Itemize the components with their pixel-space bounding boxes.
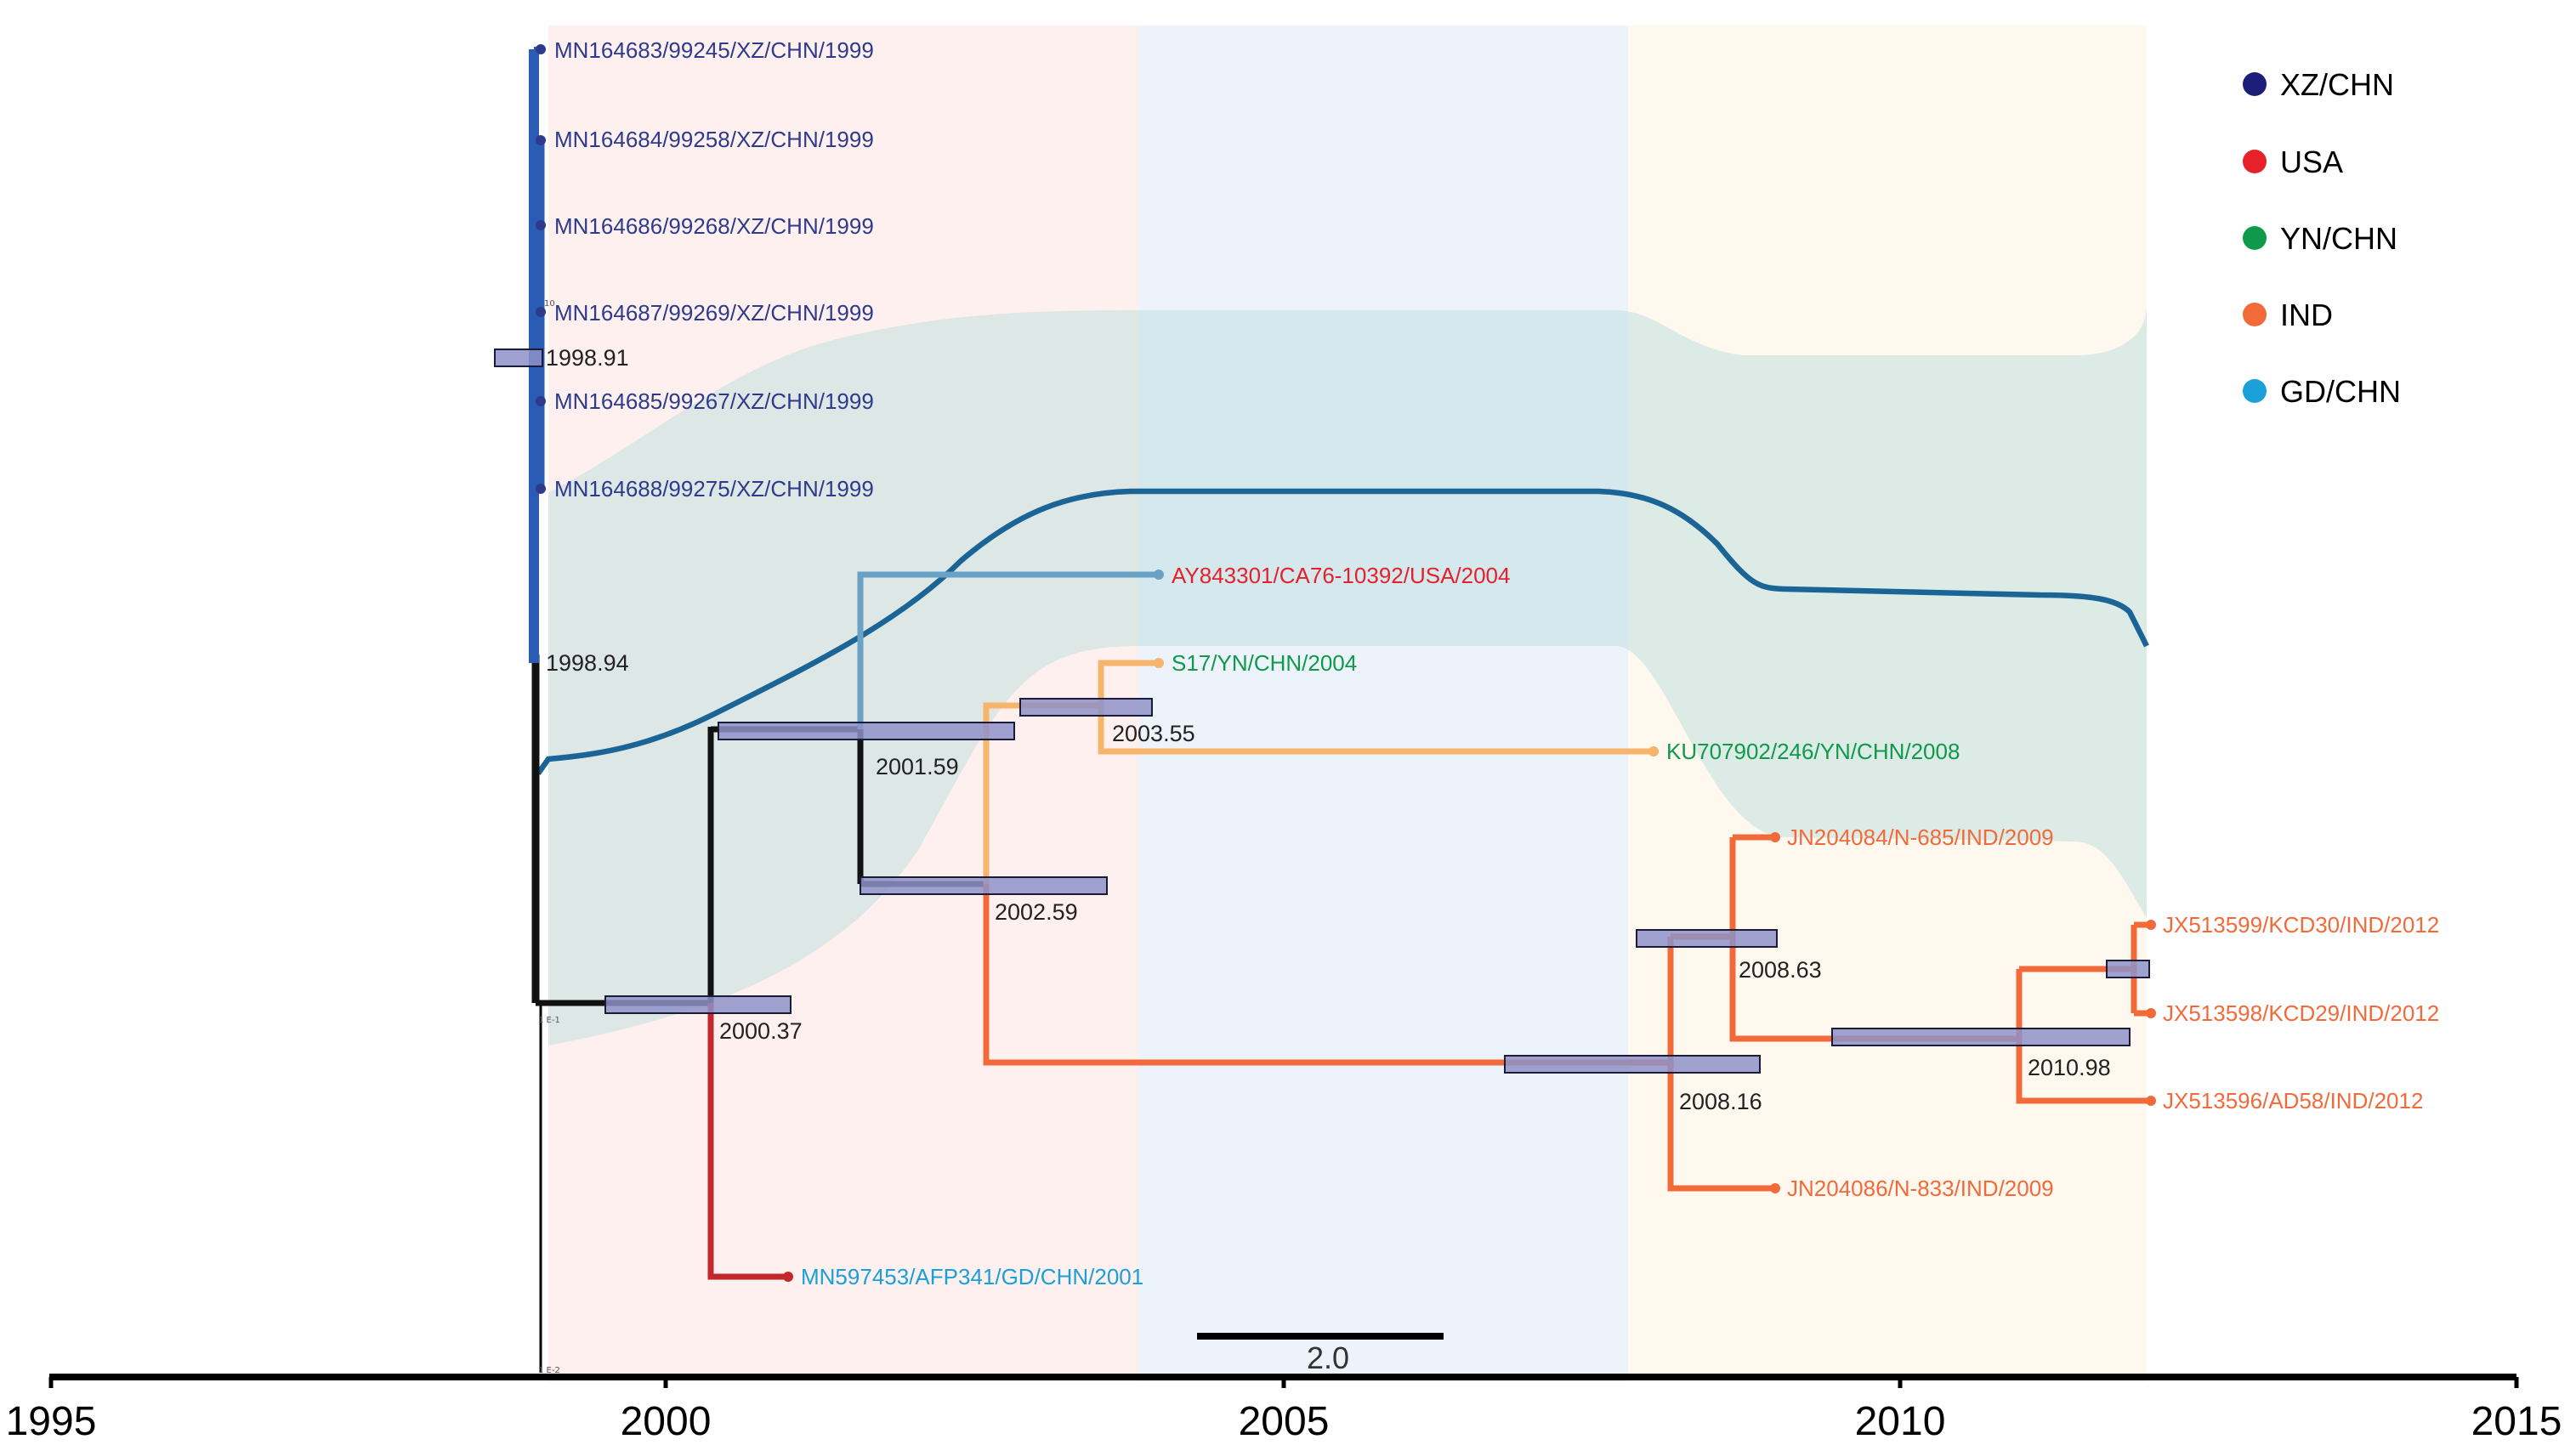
- tip-label-xz5: MN164685/99267/XZ/CHN/1999: [554, 388, 874, 414]
- tip-label-usa: AY843301/CA76-10392/USA/2004: [1172, 563, 1510, 588]
- tiny-label-10: 10: [544, 299, 555, 309]
- hpd-bar-2000-a: [718, 722, 1015, 740]
- tip-label-ind3: JX513598/KCD29/IND/2012: [2163, 1000, 2439, 1026]
- tip-label-yn2: KU707902/246/YN/CHN/2008: [1666, 739, 1960, 764]
- time-axis-ticks: [48, 1377, 2519, 1388]
- node-hpd-bars: [494, 348, 2150, 1074]
- legend-dot-xz: [2243, 72, 2267, 96]
- tip-label-gd: MN597453/AFP341/GD/CHN/2001: [801, 1264, 1143, 1289]
- node-label-1998-94: 1998.94: [546, 650, 629, 676]
- branch-ind-2010-98: [2016, 969, 2151, 1104]
- scale-bar-label: 2.0: [1307, 1340, 1349, 1375]
- legend-dot-yn: [2243, 226, 2267, 250]
- axis-tick-label-1995: 1995: [6, 1399, 97, 1444]
- hpd-bar-1998-91: [494, 348, 543, 367]
- node-label-2003-55: 2003.55: [1112, 721, 1195, 746]
- node-label-2010-98: 2010.98: [2028, 1055, 2111, 1080]
- legend-dot-usa: [2243, 150, 2267, 173]
- skyline-confidence-band: [548, 306, 2147, 1148]
- legend-label-usa: USA: [2280, 144, 2343, 179]
- axis-tick-label-2015: 2015: [2471, 1399, 2562, 1444]
- branch-usa: [857, 571, 1156, 729]
- tip-label-ind2: JX513599/KCD30/IND/2012: [2163, 912, 2439, 938]
- legend-dot-gd: [2243, 379, 2267, 403]
- node-label-1998-91: 1998.91: [546, 345, 629, 371]
- legend-label-xz: XZ/CHN: [2280, 67, 2394, 102]
- node-label-2002-59: 2002.59: [995, 899, 1078, 925]
- axis-tick-label-2005: 2005: [1239, 1399, 1330, 1444]
- tip-label-xz2: MN164684/99258/XZ/CHN/1999: [554, 127, 874, 152]
- tip-label-xz4: MN164687/99269/XZ/CHN/1999: [554, 300, 874, 326]
- tip-label-yn1: S17/YN/CHN/2004: [1172, 650, 1357, 676]
- era-band-2008-2012: [1628, 26, 2147, 1381]
- node-label-2008-63: 2008.63: [1739, 957, 1822, 983]
- tip-label-xz1: MN164683/99245/XZ/CHN/1999: [554, 37, 874, 63]
- branch-yn-s17: [1098, 660, 1159, 706]
- tip-label-xz3: MN164686/99268/XZ/CHN/1999: [554, 213, 874, 239]
- branch-ind-2008-16: [1667, 937, 1775, 1192]
- branch-yn-ku: [1098, 706, 1654, 755]
- axis-tick-label-2010: 2010: [1855, 1399, 1946, 1444]
- tip-label-ind1: JN204084/N-685/IND/2009: [1787, 824, 2054, 850]
- time-axis-labels: 1995 2000 2005 2010 2015: [6, 1399, 2562, 1444]
- branch-ind-stem: [983, 884, 1671, 1066]
- node-label-2008-16: 2008.16: [1679, 1089, 1762, 1114]
- hpd-bar-2010-98: [1831, 1028, 2131, 1046]
- tip-label-ind4: JX513596/AD58/IND/2012: [2163, 1088, 2423, 1114]
- era-band-2004-2007: [1139, 26, 1628, 1381]
- tiny-label-1e2: 1 E-2: [538, 1366, 560, 1375]
- branch-gd: [707, 1003, 786, 1280]
- axis-tick-label-2000: 2000: [621, 1399, 712, 1444]
- hpd-bar-2000-37: [604, 995, 792, 1014]
- legend-label-yn: YN/CHN: [2280, 221, 2397, 256]
- hpd-bar-2008-63: [1636, 929, 1778, 948]
- legend-dot-ind: [2243, 303, 2267, 326]
- tip-label-xz6: MN164688/99275/XZ/CHN/1999: [554, 476, 874, 502]
- legend-label-ind: IND: [2280, 298, 2333, 332]
- tip-dots: [536, 44, 2156, 1282]
- node-label-2000-37: 2000.37: [719, 1018, 803, 1044]
- hpd-bar-2012: [2106, 960, 2150, 978]
- node-age-labels: 1998.91 1998.94 2000.37 2001.59 2002.59 …: [546, 345, 2111, 1114]
- tip-labels: MN164683/99245/XZ/CHN/1999 MN164684/9925…: [554, 37, 2439, 1289]
- tiny-label-1e1: 1 E-1: [538, 1016, 560, 1025]
- legend-label-gd: GD/CHN: [2280, 374, 2401, 409]
- hpd-bar-2001-59: [860, 876, 1108, 895]
- hpd-bar-2003-55: [1019, 698, 1153, 717]
- hpd-bar-2008-16: [1504, 1055, 1761, 1074]
- node-label-2001-59: 2001.59: [876, 754, 959, 779]
- tip-label-ind5: JN204086/N-833/IND/2009: [1787, 1176, 2054, 1201]
- legend: XZ/CHN USA YN/CHN IND GD/CHN: [2243, 67, 2401, 409]
- skyline-median-line: [536, 488, 2149, 775]
